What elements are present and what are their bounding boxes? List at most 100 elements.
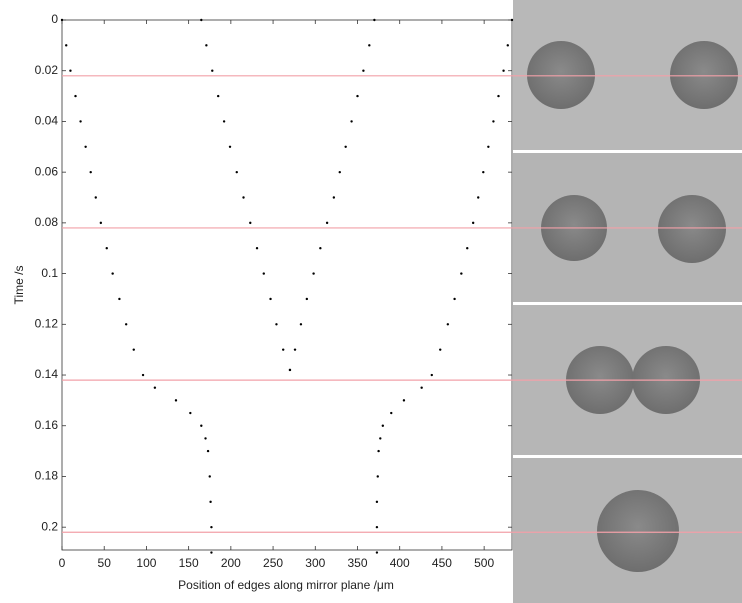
edge-point [453, 297, 456, 301]
edge-point [420, 386, 423, 389]
edge-point [492, 120, 495, 123]
edge-point [204, 437, 207, 440]
edge-point [200, 18, 203, 22]
edge-point [210, 551, 213, 554]
x-axis-label: Position of edges along mirror plane /μm [178, 578, 394, 592]
edge-point [373, 18, 376, 22]
droplet [597, 490, 679, 572]
droplet [670, 41, 738, 109]
edge-point [368, 44, 371, 47]
edge-point [216, 94, 220, 98]
edge-point [208, 475, 211, 478]
edge-point [439, 348, 442, 351]
droplet [527, 41, 595, 109]
edge-point [65, 44, 68, 47]
edge-point [471, 221, 475, 225]
edge-point [132, 348, 135, 351]
edge-point [402, 399, 406, 402]
edge-point [111, 272, 114, 275]
x-tick-label: 0 [59, 556, 66, 570]
edge-point [94, 196, 97, 199]
edge-point [446, 323, 450, 326]
x-tick-label: 400 [390, 556, 410, 570]
edge-point [375, 500, 379, 504]
edge-point [222, 120, 226, 123]
edge-point [362, 69, 365, 72]
edge-point [377, 449, 380, 453]
edge-point [375, 551, 379, 554]
edge-point [79, 120, 82, 123]
edge-point [430, 373, 433, 377]
edge-point [262, 272, 265, 275]
photo-panels [513, 0, 742, 603]
edge-point [460, 272, 463, 275]
edge-point [288, 368, 292, 372]
edge-point [466, 247, 469, 250]
edge-point [379, 437, 382, 440]
x-tick-label: 150 [179, 556, 199, 570]
edge-point [228, 145, 232, 148]
y-tick-label: 0.14 [35, 367, 59, 381]
edge-point [74, 94, 77, 98]
edge-point [269, 297, 272, 301]
edge-point [141, 373, 145, 377]
edge-point [312, 272, 315, 275]
edge-point [211, 69, 214, 72]
edge-point [299, 323, 303, 326]
edge-point [376, 475, 379, 478]
edge-point [350, 120, 353, 123]
edge-point [105, 247, 108, 250]
edge-point [209, 500, 212, 504]
x-tick-label: 450 [432, 556, 452, 570]
edge-point [99, 221, 103, 225]
edge-point [319, 247, 322, 250]
x-tick-label: 350 [347, 556, 367, 570]
edge-point [381, 424, 385, 427]
x-tick-label: 200 [221, 556, 241, 570]
edge-point [118, 297, 121, 301]
edge-point [124, 323, 128, 326]
y-tick-label: 0.04 [35, 114, 59, 128]
droplet [658, 195, 726, 263]
edge-point [477, 196, 480, 199]
y-tick-label: 0.18 [35, 469, 59, 483]
edge-point [332, 196, 336, 199]
x-tick-label: 500 [474, 556, 494, 570]
y-tick-label: 0.06 [35, 164, 59, 178]
edge-point [344, 145, 347, 148]
edge-point [502, 69, 505, 72]
y-tick-label: 0.08 [35, 215, 59, 229]
edge-point [255, 247, 259, 250]
edge-point [282, 348, 285, 351]
x-tick-label: 250 [263, 556, 283, 570]
edge-point [153, 386, 157, 389]
edge-point [482, 170, 485, 174]
edge-point [235, 170, 238, 174]
edge-point [497, 94, 500, 98]
edge-point [249, 221, 252, 225]
y-tick-label: 0 [51, 12, 58, 26]
y-tick-label: 0.2 [41, 519, 58, 533]
y-tick-label: 0.16 [35, 418, 59, 432]
y-tick-label: 0.02 [35, 63, 59, 77]
y-tick-label: 0.12 [35, 316, 59, 330]
edge-point [338, 170, 341, 174]
edge-point [89, 170, 92, 174]
edge-point [375, 525, 379, 529]
x-tick-label: 100 [136, 556, 156, 570]
y-tick-label: 0.1 [41, 266, 58, 280]
x-tick-label: 50 [98, 556, 112, 570]
y-axis-label: Time /s [12, 266, 26, 305]
edge-point [189, 411, 192, 415]
edge-point [510, 18, 514, 22]
edge-point [210, 525, 213, 529]
edge-point [275, 323, 278, 326]
edge-point [174, 399, 178, 402]
edge-point [305, 297, 309, 301]
plot-area [61, 19, 513, 551]
edge-point [60, 18, 64, 22]
edge-point [506, 44, 509, 47]
edge-point [487, 145, 490, 148]
edge-point [200, 424, 203, 427]
edge-point [69, 69, 72, 72]
